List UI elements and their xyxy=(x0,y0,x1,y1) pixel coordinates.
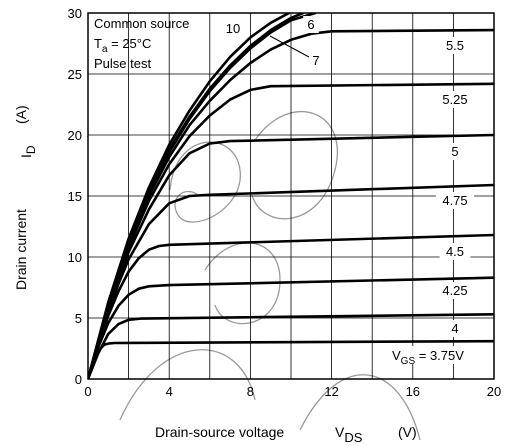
curve-label-vgs-4: 4 xyxy=(451,321,458,336)
y-tick-label: 20 xyxy=(68,128,82,143)
curve-label-bg xyxy=(390,346,490,364)
curve-label-vgs-5: 5 xyxy=(451,144,458,159)
curve-label-vgs-5-25: 5.25 xyxy=(442,92,467,107)
y-tick-label: 30 xyxy=(68,6,82,21)
curve-label-leader-7 xyxy=(269,35,310,58)
plot-frame xyxy=(87,12,495,380)
y-tick-label: 10 xyxy=(68,250,82,265)
y-axis-label: Drain current xyxy=(13,209,29,290)
y-tick-label: 15 xyxy=(68,189,82,204)
curve-label-bg xyxy=(435,91,475,108)
curve-label-vgs-5-5: 5.5 xyxy=(446,38,464,53)
x-axis-symbol: VDS xyxy=(335,424,363,445)
vgs-value: = 3.75V xyxy=(415,348,464,363)
curve-label-vgs-4-5: 4.5 xyxy=(446,244,464,259)
x-tick-label: 16 xyxy=(406,384,420,399)
curve-vgs-4 xyxy=(88,313,494,379)
x-axis-symbol-main: V xyxy=(335,424,345,440)
curve-label-bg xyxy=(439,243,471,260)
x-axis-unit: (V) xyxy=(398,424,417,440)
condition-temp-value: = 25°C xyxy=(108,36,152,51)
condition-temp-subscript: a xyxy=(102,44,108,55)
vgs-symbol: V xyxy=(392,348,401,363)
y-axis-symbol-subscript: D xyxy=(24,145,38,154)
curve-vgs-10 xyxy=(88,13,291,379)
y-axis-unit: (A) xyxy=(13,105,29,124)
curve-label-bg xyxy=(435,192,475,209)
vgs-subscript: GS xyxy=(401,356,416,367)
curve-vgs-4-25 xyxy=(88,276,494,379)
x-tick-label: 8 xyxy=(247,384,254,399)
x-tick-label: 12 xyxy=(324,384,338,399)
curve-group xyxy=(88,13,494,379)
curve-label-vgs-3-75: VGS = 3.75V xyxy=(392,348,464,367)
x-tick-label: 20 xyxy=(487,384,501,399)
x-tick-label: 0 xyxy=(84,384,91,399)
y-tick-label: 25 xyxy=(68,67,82,82)
curve-label-bg xyxy=(447,143,463,160)
y-tick-labels: 0 5 10 15 20 25 30 xyxy=(68,6,82,387)
test-conditions: Common source Ta = 25°C Pulse test xyxy=(94,16,189,71)
y-tick-label: 0 xyxy=(75,372,82,387)
x-axis-label: Drain-source voltage xyxy=(155,424,284,440)
curve-label-vgs-4-75: 4.75 xyxy=(442,193,467,208)
y-tick-label: 5 xyxy=(75,311,82,326)
curve-label-vgs-10: 10 xyxy=(226,21,240,36)
condition-temperature: Ta = 25°C xyxy=(94,36,151,55)
curve-label-vgs-6: 6 xyxy=(307,17,314,32)
curve-label-vgs-7: 7 xyxy=(312,53,319,68)
curve-label-bg xyxy=(435,282,475,299)
x-tick-label: 4 xyxy=(166,384,173,399)
curve-label-bg xyxy=(221,20,245,37)
x-tick-labels: 0 4 8 12 16 20 xyxy=(84,384,501,399)
curve-label-bg xyxy=(447,320,463,337)
curve-label-bg xyxy=(308,52,324,69)
curve-label-bg xyxy=(439,37,471,54)
curve-label-bg xyxy=(303,16,319,33)
y-axis-symbol: ID xyxy=(18,145,38,158)
curve-label-vgs-4-25: 4.25 xyxy=(442,283,467,298)
curve-label-group: VGS = 3.75V 4 4.25 4.5 4.75 5 5.25 5.5 6 7 10 xyxy=(221,16,490,367)
condition-pulse-test: Pulse test xyxy=(94,56,151,71)
condition-temp-symbol: T xyxy=(94,36,102,51)
x-axis-symbol-subscript: DS xyxy=(344,430,362,445)
y-axis-symbol-main: I xyxy=(18,154,34,158)
condition-common-source: Common source xyxy=(94,16,189,31)
